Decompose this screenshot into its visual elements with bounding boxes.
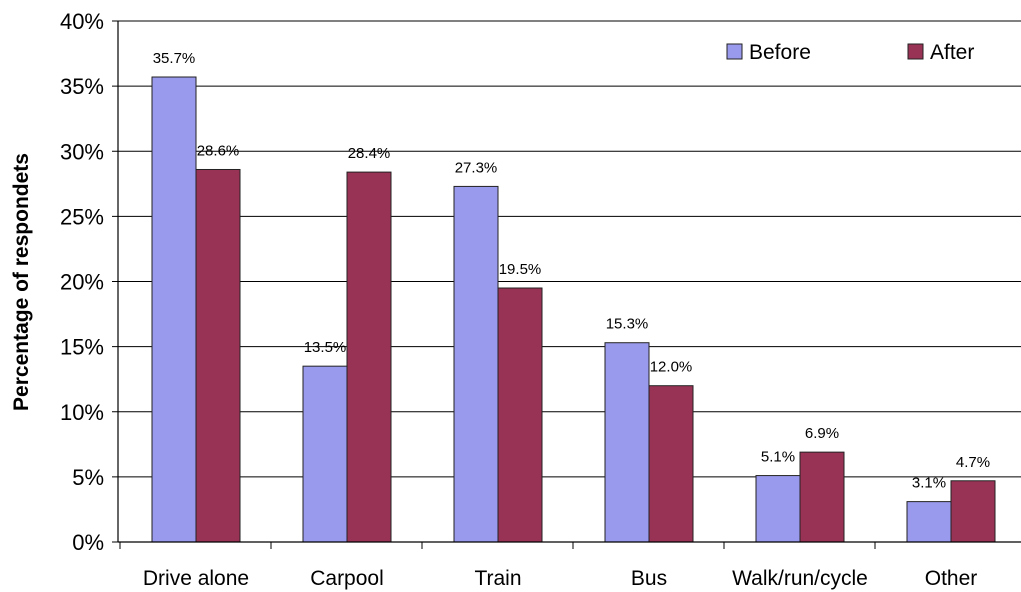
bar-before-5 xyxy=(906,501,952,543)
bar-after-4 xyxy=(799,451,845,543)
x-tick-label: Walk/run/cycle xyxy=(732,567,868,590)
data-label-after-1: 28.4% xyxy=(348,145,391,162)
bar-after-5 xyxy=(950,480,996,543)
bar-before-0 xyxy=(151,76,197,543)
data-label-before-0: 35.7% xyxy=(153,50,196,67)
bar-before-1 xyxy=(302,365,348,543)
bar-after-3 xyxy=(648,385,694,543)
data-label-before-1: 13.5% xyxy=(304,339,347,356)
bar-after-2 xyxy=(497,287,543,543)
y-tick-label: 5% xyxy=(72,465,104,490)
bar-before-2 xyxy=(453,185,499,543)
gridlines xyxy=(118,20,1021,478)
bar-after-1 xyxy=(346,171,392,543)
y-tick-label: 35% xyxy=(60,74,104,99)
y-tick-label: 20% xyxy=(60,270,104,295)
data-label-after-4: 6.9% xyxy=(805,425,839,442)
data-label-after-3: 12.0% xyxy=(650,359,693,376)
data-label-before-2: 27.3% xyxy=(455,159,498,176)
legend-label-before: Before xyxy=(749,41,811,64)
legend-swatch-before xyxy=(726,43,743,60)
y-tick-label: 0% xyxy=(72,530,104,555)
x-tick-label: Train xyxy=(474,567,521,590)
axes: 0% 5% 10% 15% 20% 25% 30% 35% 40% Drive alone Carp… xyxy=(60,9,1021,590)
y-axis-label: Percentage of respondets xyxy=(10,153,33,411)
legend-swatch-after xyxy=(907,43,924,60)
x-tick-label: Bus xyxy=(631,567,667,590)
y-tick-label: 30% xyxy=(60,139,104,164)
legend-label-after: After xyxy=(930,41,974,64)
data-label-before-3: 15.3% xyxy=(606,316,649,333)
y-tick-label: 10% xyxy=(60,400,104,425)
y-tick-label: 40% xyxy=(60,9,104,34)
data-label-before-4: 5.1% xyxy=(761,449,795,466)
bar-after-0 xyxy=(195,168,241,543)
legend: Before After xyxy=(726,41,974,64)
y-tick-label: 25% xyxy=(60,204,104,229)
data-label-after-0: 28.6% xyxy=(197,142,240,159)
data-label-before-5: 3.1% xyxy=(912,475,946,492)
bar-before-3 xyxy=(604,342,650,543)
x-tick-label: Carpool xyxy=(310,567,384,590)
bar-before-4 xyxy=(755,475,801,543)
y-tick-label: 15% xyxy=(60,335,104,360)
x-tick-label: Other xyxy=(925,567,978,590)
data-label-after-5: 4.7% xyxy=(956,454,990,471)
bars xyxy=(151,76,996,543)
data-labels: 35.7% 28.6% 13.5% 28.4% 27.3% 19.5% 15.3% 12.0%… xyxy=(153,50,990,492)
x-tick-label: Drive alone xyxy=(143,567,249,590)
data-label-after-2: 19.5% xyxy=(499,261,542,278)
